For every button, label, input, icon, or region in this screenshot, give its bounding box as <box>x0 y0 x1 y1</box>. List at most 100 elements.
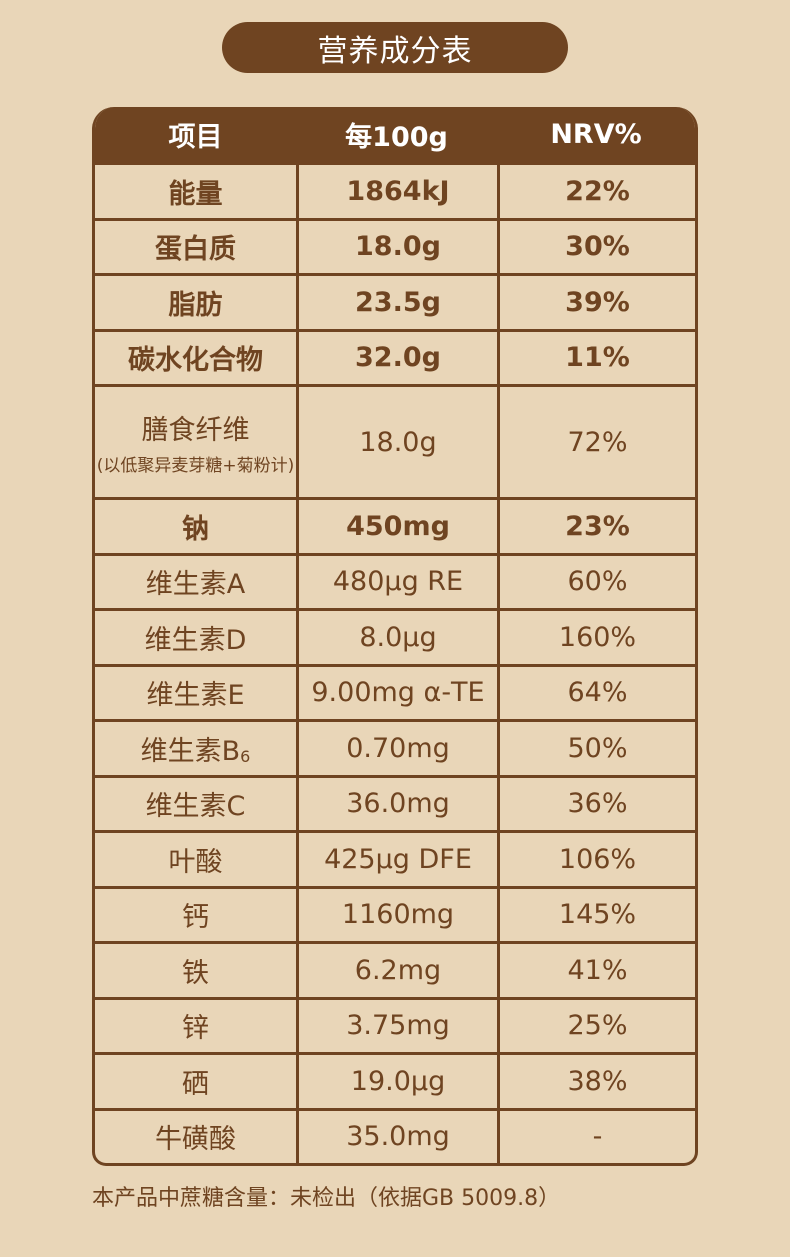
table-row: 蛋白质 18.0g 30% <box>95 217 695 274</box>
table-row: 维生素A 480μg RE 60% <box>95 552 695 609</box>
item-name-cell: 维生素D <box>95 611 296 664</box>
per-100g-value: 3.75mg <box>296 999 497 1052</box>
item-name-cell: 蛋白质 <box>95 221 296 274</box>
item-name-cell: 牛磺酸 <box>95 1111 296 1164</box>
item-name-text: 牛磺酸 <box>155 1124 236 1156</box>
item-name-cell: 脂肪 <box>95 276 296 329</box>
item-name-cell: 锌 <box>95 1000 296 1053</box>
item-name: 脂肪 <box>169 283 223 322</box>
nrv-value: 106% <box>497 833 695 886</box>
table-row: 维生素E 9.00mg α-TE 64% <box>95 663 695 720</box>
item-name-text: 脂肪 <box>168 289 223 321</box>
item-name: 叶酸 <box>169 840 223 879</box>
item-name: 维生素A <box>146 562 245 601</box>
nrv-value: 50% <box>497 722 695 775</box>
item-name-text: 能量 <box>168 178 223 210</box>
per-100g-value: 19.0μg <box>296 1055 497 1108</box>
per-100g-value: 1864kJ <box>296 165 497 218</box>
nutrition-table: 项目 每100g NRV% 能量 1864kJ 22% 蛋白质 18.0g 30… <box>92 107 698 1166</box>
header-nrv: NRV% <box>550 119 642 150</box>
item-name: 铁 <box>182 951 209 990</box>
item-name-text: 叶酸 <box>168 846 223 878</box>
item-name-text: 钙 <box>182 902 209 934</box>
item-name-cell: 铁 <box>95 944 296 997</box>
item-name: 牛磺酸 <box>155 1117 236 1156</box>
table-header: 项目 每100g NRV% <box>95 107 695 162</box>
per-100g-value: 18.0g <box>296 387 497 497</box>
nrv-value: 11% <box>497 331 695 384</box>
item-name: 钙 <box>182 895 209 934</box>
item-name-cell: 叶酸 <box>95 833 296 886</box>
sucrose-note: 本产品中蔗糖含量：未检出（依据GB 5009.8） <box>92 1186 561 1211</box>
table-row: 能量 1864kJ 22% <box>95 162 695 218</box>
page-title: 营养成分表 <box>222 22 568 73</box>
item-name-text: 维生素B <box>140 735 241 767</box>
table-row: 脂肪 23.5g 39% <box>95 273 695 329</box>
table-row: 维生素B6 0.70mg 50% <box>95 719 695 775</box>
item-name-cell: 能量 <box>95 165 296 218</box>
per-100g-value: 6.2mg <box>296 944 497 997</box>
nrv-value: 23% <box>497 500 695 553</box>
item-name-cell: 维生素B6 <box>95 722 296 775</box>
item-name-text: 膳食纤维 <box>141 415 250 446</box>
table-row: 维生素D 8.0μg 160% <box>95 608 695 664</box>
item-name-subscript: 6 <box>240 746 251 766</box>
table-row: 硒 19.0μg 38% <box>95 1052 695 1108</box>
item-name-text: 硒 <box>182 1068 209 1100</box>
nrv-value: 39% <box>497 276 695 329</box>
nrv-value: 145% <box>497 888 695 941</box>
nrv-value: 60% <box>497 555 695 608</box>
per-100g-value: 35.0mg <box>296 1110 497 1163</box>
per-100g-value: 0.70mg <box>296 722 497 775</box>
nrv-value: - <box>497 1110 695 1163</box>
item-name-text: 锌 <box>182 1013 209 1045</box>
table-row: 锌 3.75mg 25% <box>95 996 695 1053</box>
nrv-value: 38% <box>497 1055 695 1108</box>
table-row: 钙 1160mg 145% <box>95 885 695 942</box>
nrv-value: 41% <box>497 944 695 997</box>
item-name-text: 维生素E <box>146 680 245 712</box>
item-name-cell: 维生素A <box>95 556 296 609</box>
per-100g-value: 18.0g <box>296 220 497 273</box>
item-name: 碳水化合物 <box>128 338 263 377</box>
item-name: 维生素D <box>145 618 247 657</box>
item-name-cell: 碳水化合物 <box>95 332 296 385</box>
item-name: 能量 <box>169 172 223 211</box>
item-name: 膳食纤维 <box>142 408 250 447</box>
item-name-text: 铁 <box>182 957 209 989</box>
per-100g-value: 450mg <box>296 500 497 553</box>
table-row: 叶酸 425μg DFE 106% <box>95 830 695 886</box>
per-100g-value: 23.5g <box>296 276 497 329</box>
item-name: 维生素E <box>146 673 244 712</box>
table-row: 牛磺酸 35.0mg - <box>95 1107 695 1164</box>
item-name-cell: 硒 <box>95 1055 296 1108</box>
nrv-value: 36% <box>497 777 695 830</box>
per-100g-value: 1160mg <box>296 888 497 941</box>
nrv-value: 30% <box>497 220 695 273</box>
item-name-text: 碳水化合物 <box>128 345 263 377</box>
item-name: 锌 <box>182 1006 209 1045</box>
item-name-cell: 维生素E <box>95 667 296 720</box>
nrv-value: 64% <box>497 666 695 719</box>
header-item: 项目 <box>168 122 223 153</box>
item-name-cell: 维生素C <box>95 778 296 831</box>
nrv-value: 72% <box>497 387 695 497</box>
item-name: 蛋白质 <box>155 227 236 266</box>
item-name-text: 钠 <box>182 513 209 545</box>
nrv-value: 25% <box>497 999 695 1052</box>
item-name-text: 维生素C <box>145 791 246 823</box>
per-100g-value: 9.00mg α-TE <box>296 666 497 719</box>
nrv-value: 22% <box>497 165 695 218</box>
item-name-cell: 钠 <box>95 500 296 553</box>
item-name-cell: 钙 <box>95 889 296 942</box>
item-name-cell: 膳食纤维 (以低聚异麦芽糖+菊粉计) <box>95 387 296 497</box>
per-100g-value: 36.0mg <box>296 777 497 830</box>
table-row: 维生素C 36.0mg 36% <box>95 774 695 831</box>
item-name-text: 维生素A <box>145 569 246 601</box>
per-100g-value: 480μg RE <box>296 555 497 608</box>
item-name-text: 蛋白质 <box>155 234 236 266</box>
table-row: 碳水化合物 32.0g 11% <box>95 328 695 385</box>
per-100g-value: 8.0μg <box>296 611 497 664</box>
per-100g-value: 32.0g <box>296 331 497 384</box>
header-per-100g: 每100g <box>345 122 448 153</box>
